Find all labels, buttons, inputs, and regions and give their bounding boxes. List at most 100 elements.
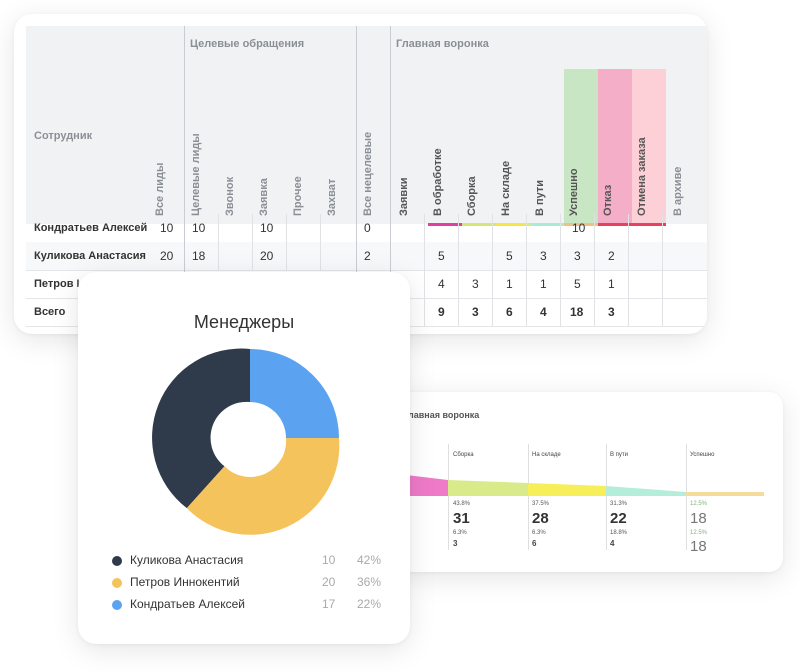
table-cell: 5: [438, 249, 445, 263]
col-archive[interactable]: В архиве: [672, 166, 684, 216]
col-reject[interactable]: Отказ: [602, 184, 614, 216]
col-assembly[interactable]: Сборка: [466, 176, 478, 216]
funnel-stage-label: Сборка: [453, 452, 474, 458]
table-cell: 20: [160, 249, 174, 263]
funnel-stage-label: На складе: [532, 452, 561, 458]
legend-item[interactable]: Куликова Анастасия 10 42%: [112, 551, 392, 571]
legend-pct: 42%: [357, 553, 382, 567]
table-cell: 5: [574, 277, 581, 291]
assembly-color-bar: [462, 223, 496, 226]
table-cell: 2: [608, 249, 615, 263]
table-cell: 20: [260, 249, 274, 263]
reject-column-highlight: [598, 69, 632, 226]
table-cell: 10: [572, 221, 586, 235]
cancel-color-bar: [632, 223, 666, 226]
group-target-heading: Целевые обращения: [190, 38, 305, 50]
table-row[interactable]: Кондратьев Алексей 10 10 10 0 10: [26, 214, 707, 243]
managers-chart-card: Менеджеры Куликова Анастасия 10 42% Петр…: [78, 272, 410, 644]
funnel-stage-label: В пути: [610, 452, 629, 458]
col-requests[interactable]: Заявки: [398, 177, 410, 216]
funnel-count: 18: [690, 510, 707, 527]
col-target-leads[interactable]: Целевые лиды: [190, 133, 202, 216]
legend-count: 20: [322, 575, 336, 589]
employee-name: Кондратьев Алексей: [34, 222, 148, 234]
legend-item[interactable]: Кондратьев Алексей 17 22%: [112, 595, 392, 615]
success-column-highlight: [564, 69, 598, 226]
funnel-small-count: 4: [610, 539, 615, 548]
table-cell: 1: [506, 277, 513, 291]
reject-color-bar: [598, 223, 632, 226]
table-cell: 5: [506, 249, 513, 263]
table-cell: 2: [364, 249, 371, 263]
legend-dot: [112, 600, 122, 610]
table-cell: 18: [192, 249, 206, 263]
table-row[interactable]: Куликова Анастасия 20 18 20 2 5 5 3 3 2: [26, 242, 707, 271]
funnel-pct: 31.3%: [610, 501, 628, 507]
employee-name: Куликова Анастасия: [34, 250, 146, 262]
table-cell: 10: [192, 221, 206, 235]
funnel-flow-chart: [398, 474, 764, 496]
total-label: Всего: [34, 306, 66, 318]
chart-title: Менеджеры: [193, 312, 295, 332]
warehouse-color-bar: [496, 223, 530, 226]
table-header: Целевые обращения Главная воронка Сотруд…: [26, 26, 707, 226]
group-funnel-heading: Главная воронка: [396, 38, 489, 50]
table-cell: 3: [472, 277, 479, 291]
managers-donut-chart: [152, 348, 340, 535]
col-other[interactable]: Прочее: [292, 176, 304, 216]
col-all-non-target[interactable]: Все нецелевые: [362, 131, 374, 216]
funnel-segment-mint: [606, 486, 686, 496]
funnel-segment-sand: [686, 492, 764, 496]
legend-dot: [112, 556, 122, 566]
col-capture[interactable]: Захват: [326, 178, 338, 216]
funnel-pct: 6.3%: [453, 530, 467, 536]
funnel-card: лавная воронка Сборка На складе В пути У…: [398, 392, 783, 572]
table-cell: 4: [438, 277, 445, 291]
col-cancel-order[interactable]: Отмена заказа: [636, 137, 648, 216]
table-cell: 4: [540, 305, 547, 319]
funnel-stage-label: Успешно: [690, 452, 715, 458]
table-cell: 10: [160, 221, 174, 235]
transit-color-bar: [530, 223, 564, 226]
funnel-pct: 12.5%: [690, 501, 708, 507]
funnel-count: 28: [532, 510, 549, 527]
table-cell: 0: [364, 221, 371, 235]
legend-name: Петров Иннокентий: [130, 575, 240, 589]
legend-name: Кондратьев Алексей: [130, 597, 245, 611]
legend-count: 17: [322, 597, 336, 611]
funnel-count: 22: [610, 510, 627, 527]
funnel-pct: 18.8%: [610, 530, 628, 536]
funnel-count: 31: [453, 510, 470, 527]
col-request[interactable]: Заявка: [258, 178, 270, 216]
donut-slice-petrov: [186, 438, 340, 535]
funnel-segment-yellow: [528, 483, 606, 496]
success-color-bar: [564, 223, 598, 226]
legend-item[interactable]: Петров Иннокентий 20 36%: [112, 573, 392, 593]
col-transit[interactable]: В пути: [534, 179, 546, 216]
legend-dot: [112, 578, 122, 588]
legend-pct: 22%: [357, 597, 382, 611]
col-warehouse[interactable]: На складе: [500, 160, 512, 216]
table-cell: 1: [608, 277, 615, 291]
table-cell: 9: [438, 305, 445, 319]
legend-count: 10: [322, 553, 336, 567]
col-processing[interactable]: В обработке: [432, 148, 444, 216]
legend-name: Куликова Анастасия: [130, 553, 244, 567]
donut-slice-kondratyev: [250, 349, 339, 438]
funnel-pct: 6.3%: [532, 530, 546, 536]
table-cell: 3: [574, 249, 581, 263]
table-cell: 3: [608, 305, 615, 319]
col-call[interactable]: Звонок: [224, 176, 236, 216]
table-cell: 1: [540, 277, 547, 291]
cancel-column-highlight: [632, 69, 666, 226]
col-success[interactable]: Успешно: [568, 168, 580, 216]
table-cell: 3: [472, 305, 479, 319]
funnel-small-count: 18: [690, 538, 707, 555]
processing-color-bar: [428, 223, 462, 226]
funnel-small-count: 3: [453, 539, 458, 548]
funnel-pct: 37.5%: [532, 501, 550, 507]
col-all-leads[interactable]: Все лиды: [154, 162, 166, 216]
employee-column-header[interactable]: Сотрудник: [34, 130, 93, 142]
funnel-pct: 43.8%: [453, 501, 471, 507]
table-cell: 10: [260, 221, 274, 235]
